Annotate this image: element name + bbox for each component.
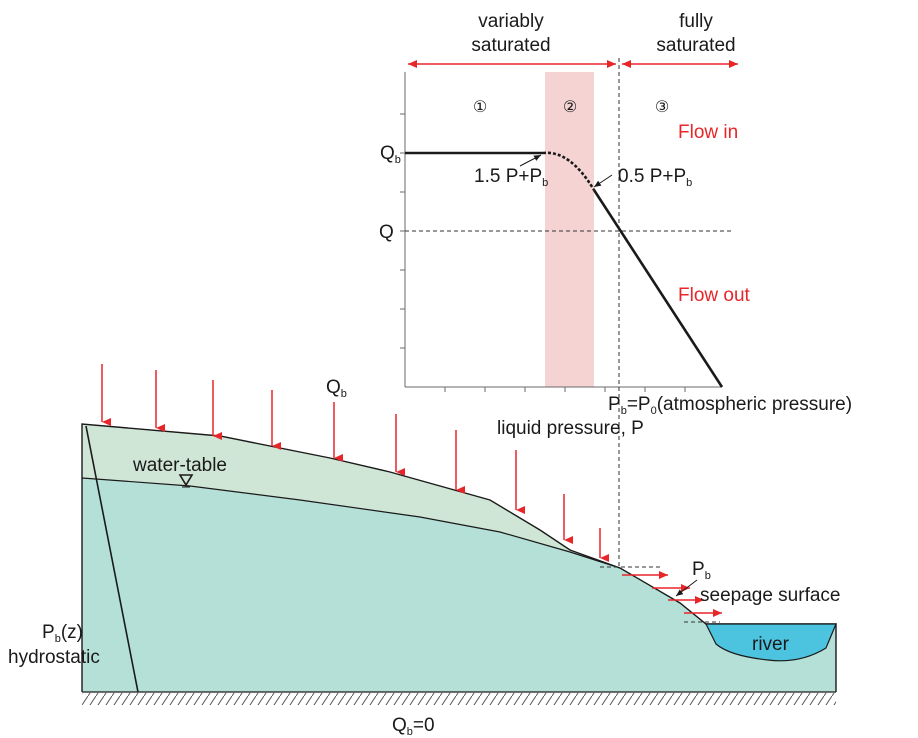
zone-2-marker: ② bbox=[563, 97, 577, 116]
variably-label: variably bbox=[478, 11, 544, 32]
flow-in-label: Flow in bbox=[678, 122, 738, 143]
river bbox=[705, 623, 837, 662]
fully-saturated-label: saturated bbox=[656, 35, 735, 56]
flux-curve-linear bbox=[592, 189, 724, 388]
pb-right-label: Pb bbox=[692, 559, 711, 582]
qb-bottom-label: Qb=0 bbox=[392, 715, 435, 738]
variably-saturated-label: saturated bbox=[471, 35, 550, 56]
river-label: river bbox=[752, 634, 790, 655]
pt2-label: 0.5 P+Pb bbox=[618, 166, 692, 189]
hydrostatic-line bbox=[85, 425, 139, 693]
pt1-pointer bbox=[519, 154, 542, 167]
x-ticks bbox=[444, 387, 686, 392]
pressure-flux-graph: variably saturated fully saturated bbox=[379, 11, 852, 568]
flow-out-label: Flow out bbox=[678, 285, 751, 306]
rainfall-arrows bbox=[101, 364, 609, 562]
x-axis-label: liquid pressure, P bbox=[497, 418, 644, 439]
pb-pointer bbox=[675, 579, 698, 597]
zone-1-marker: ① bbox=[473, 97, 487, 116]
impermeable-base-hatch bbox=[82, 693, 836, 705]
saturated-zone bbox=[82, 478, 836, 692]
qb-axis-label: Qb bbox=[380, 143, 401, 166]
qb-top-label: Qb bbox=[326, 377, 347, 400]
water-table-label: water-table bbox=[132, 455, 227, 476]
pt2-pointer bbox=[593, 174, 613, 188]
zone-3-marker: ③ bbox=[655, 97, 669, 116]
pbz-label: Pb(z) bbox=[42, 622, 83, 645]
hillslope-cross-section: river Qb wate bbox=[8, 364, 841, 738]
atmospheric-pressure-label: Pb=P0(atmospheric pressure) bbox=[608, 394, 852, 417]
unsaturated-zone bbox=[82, 424, 620, 568]
water-table-symbol bbox=[178, 474, 194, 487]
water-table-line bbox=[81, 477, 621, 569]
transition-band bbox=[545, 72, 594, 387]
seepage-surface-label: seepage surface bbox=[700, 585, 841, 606]
hydrostatic-label: hydrostatic bbox=[8, 647, 100, 668]
seepage-arrows bbox=[622, 571, 722, 617]
q-axis-label: Q bbox=[379, 222, 394, 243]
y-ticks bbox=[400, 113, 405, 349]
pt1-label: 1.5 P+Pb bbox=[474, 166, 548, 189]
fully-label: fully bbox=[679, 11, 713, 32]
